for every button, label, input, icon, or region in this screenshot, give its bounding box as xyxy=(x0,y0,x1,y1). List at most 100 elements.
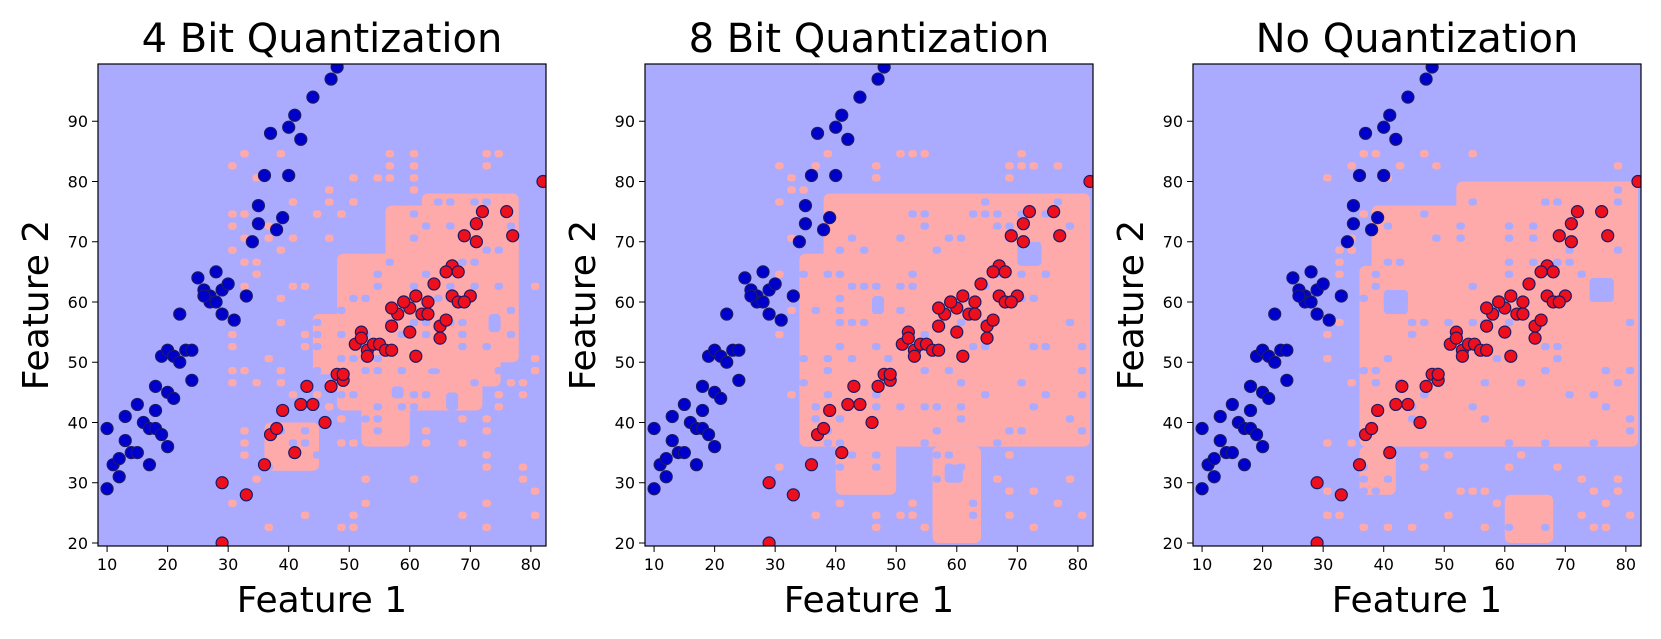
region-class-0-speckle xyxy=(872,391,881,399)
region-class-1-speckle xyxy=(835,499,845,507)
region-class-0-speckle xyxy=(385,258,395,266)
region-class-1-speckle xyxy=(1432,162,1441,170)
point-class-1 xyxy=(457,229,471,243)
point-class-0 xyxy=(738,271,752,285)
point-class-0 xyxy=(1358,126,1373,140)
region-class-1-speckle xyxy=(872,511,881,519)
point-class-1 xyxy=(457,295,471,309)
region-class-1-speckle xyxy=(300,511,310,519)
region-class-1-speckle xyxy=(872,174,881,182)
point-class-0 xyxy=(732,373,746,387)
decision-region xyxy=(1193,64,1641,546)
region-class-0-speckle xyxy=(470,258,479,266)
point-class-0 xyxy=(695,379,710,393)
point-class-0 xyxy=(148,403,163,418)
region-class-1-speckle xyxy=(896,511,905,519)
region-class-1-speckle xyxy=(823,150,833,158)
region-class-0-speckle xyxy=(1541,198,1550,206)
region-class-1-speckle xyxy=(1625,511,1635,519)
point-class-0 xyxy=(288,108,302,122)
region-class-0-speckle xyxy=(1420,318,1429,327)
region-class-1-speckle xyxy=(228,379,237,387)
point-class-1 xyxy=(1528,331,1542,345)
region-class-0-speckle xyxy=(1383,258,1393,266)
region-class-0-speckle xyxy=(932,451,942,459)
point-class-0 xyxy=(191,271,205,285)
region-class-0-speckle xyxy=(1625,415,1635,423)
panel-3-ylabel: Feature 2 xyxy=(1111,220,1152,390)
point-class-0 xyxy=(148,379,163,393)
y-tick-label: 70 xyxy=(68,233,88,252)
panel-3-title: No Quantization xyxy=(1256,16,1579,62)
region-class-1-speckle xyxy=(1359,210,1368,218)
region-class-0-speckle xyxy=(361,367,370,375)
region-class-1-speckle xyxy=(1323,511,1332,519)
region-class-1-speckle xyxy=(1371,150,1381,158)
y-tick-label: 50 xyxy=(68,353,88,372)
region-class-1-speckle xyxy=(1601,523,1611,531)
point-class-0 xyxy=(1316,277,1330,291)
region-class-1-speckle xyxy=(228,246,237,254)
region-class-1-speckle xyxy=(421,427,431,435)
region-class-0-speckle xyxy=(847,234,857,242)
region-class-0-speckle xyxy=(1017,427,1026,435)
point-class-1 xyxy=(385,301,399,315)
y-tick-label: 60 xyxy=(615,293,635,312)
point-class-1 xyxy=(980,331,994,345)
x-tick-label: 80 xyxy=(1068,555,1088,574)
region-class-0-speckle xyxy=(458,186,467,194)
region-class-1-speckle xyxy=(1589,487,1599,495)
point-class-1 xyxy=(956,349,970,363)
region-class-0-speckle xyxy=(1041,186,1051,194)
point-class-1 xyxy=(1352,458,1367,472)
point-class-0 xyxy=(768,277,782,291)
point-class-1 xyxy=(1389,397,1403,412)
point-class-0 xyxy=(1425,64,1439,74)
region-class-0-speckle xyxy=(1529,234,1538,242)
y-tick-label: 80 xyxy=(68,172,88,191)
region-class-0-speckle xyxy=(1468,282,1477,290)
region-class-1-speckle xyxy=(482,415,491,423)
region-class-1-speckle xyxy=(1335,258,1344,266)
point-class-0 xyxy=(197,289,211,303)
region-class-0-speckle xyxy=(1625,427,1635,435)
point-class-0 xyxy=(1256,439,1270,454)
region-class-1-speckle xyxy=(252,270,261,278)
point-class-0 xyxy=(1237,458,1252,472)
point-class-1 xyxy=(1570,205,1585,219)
region-class-1-speckle xyxy=(240,282,249,290)
region-class-0-speckle xyxy=(823,270,833,278)
x-tick-label: 70 xyxy=(1555,555,1575,574)
panel-2-xlabel: Feature 1 xyxy=(784,580,954,621)
point-class-1 xyxy=(835,446,849,460)
region-class-0-speckle xyxy=(312,330,322,339)
region-class-1-speckle xyxy=(1335,270,1344,278)
point-class-1 xyxy=(1334,488,1348,502)
region-class-0-speckle xyxy=(981,391,990,399)
point-class-0 xyxy=(720,307,734,321)
point-class-1 xyxy=(1504,289,1518,303)
region-class-0-speckle xyxy=(932,403,942,411)
region-class-0-speckle xyxy=(1029,403,1038,411)
point-class-1 xyxy=(871,379,885,393)
region-class-1-speckle xyxy=(228,499,237,507)
point-class-0 xyxy=(1340,235,1354,249)
point-class-0 xyxy=(1377,168,1391,183)
point-class-0 xyxy=(756,295,770,309)
region-class-1-speckle xyxy=(1589,523,1599,531)
point-class-0 xyxy=(677,397,691,412)
region-class-0-speckle xyxy=(494,246,504,254)
region-class-1-speckle xyxy=(896,150,905,158)
region-class-1-speckle xyxy=(482,162,491,170)
region-class-1-speckle xyxy=(228,342,237,351)
region-class-1-speckle xyxy=(1420,463,1429,471)
region-class-1-speckle xyxy=(530,282,540,290)
region-class-0-speckle xyxy=(518,210,528,218)
region-class-0-speckle xyxy=(1395,258,1405,266)
point-class-0 xyxy=(1304,295,1318,309)
x-tick-label: 30 xyxy=(1313,555,1333,574)
y-tick-label: 40 xyxy=(615,413,635,432)
region-class-0-speckle xyxy=(823,367,833,375)
region-class-1-speckle xyxy=(908,511,917,519)
region-class-1-speckle xyxy=(518,379,528,387)
